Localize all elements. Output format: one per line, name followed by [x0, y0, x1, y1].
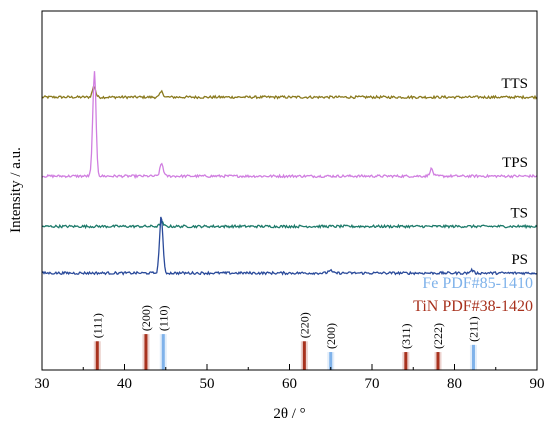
plot-frame: [41, 10, 538, 371]
legend-entry: TiN PDF#38-1420: [413, 298, 533, 315]
series-label-ts: TS: [510, 205, 528, 221]
x-tick-label: 80: [447, 376, 462, 392]
reference-hkl-label: (111): [90, 313, 104, 338]
series-label-tps: TPS: [502, 155, 528, 171]
x-tick-label: 70: [365, 376, 380, 392]
x-tick-label: 30: [35, 376, 50, 392]
series-line-tps: [41, 71, 538, 180]
y-axis-label: Intensity / a.u.: [8, 147, 24, 233]
series-label-tts: TTS: [501, 76, 528, 92]
reference-hkl-label: (200): [139, 305, 153, 331]
reference-hkl-label: (211): [466, 316, 480, 342]
x-tick-label: 90: [530, 376, 545, 392]
reference-group: (110)(200) (211)(111) (200) (220) (311) (222): [90, 305, 480, 370]
legend-entry: Fe PDF#85-1410: [422, 275, 533, 292]
series-line-tts: [41, 85, 538, 100]
series-labels-group: TTS TPS TS PS: [501, 76, 528, 268]
series-label-ps: PS: [511, 252, 528, 268]
legend: Fe PDF#85-1410 TiN PDF#38-1420: [413, 275, 533, 315]
series-line-ts: [41, 220, 538, 230]
x-tick-label: 40: [117, 376, 132, 392]
series-line-ps: [41, 216, 538, 276]
reference-hkl-label: (222): [431, 323, 445, 349]
x-tick-label: 60: [282, 376, 297, 392]
reference-hkl-label: (200): [324, 323, 338, 349]
x-axis: 30 40 50 60 70 80 90: [35, 364, 545, 392]
reference-hkl-label: (220): [297, 312, 311, 338]
x-tick-label: 50: [200, 376, 215, 392]
reference-hkl-label: (110): [156, 306, 170, 332]
plot-group: [41, 71, 538, 276]
x-axis-label: 2θ / °: [273, 406, 305, 422]
reference-hkl-label: (311): [399, 323, 413, 349]
